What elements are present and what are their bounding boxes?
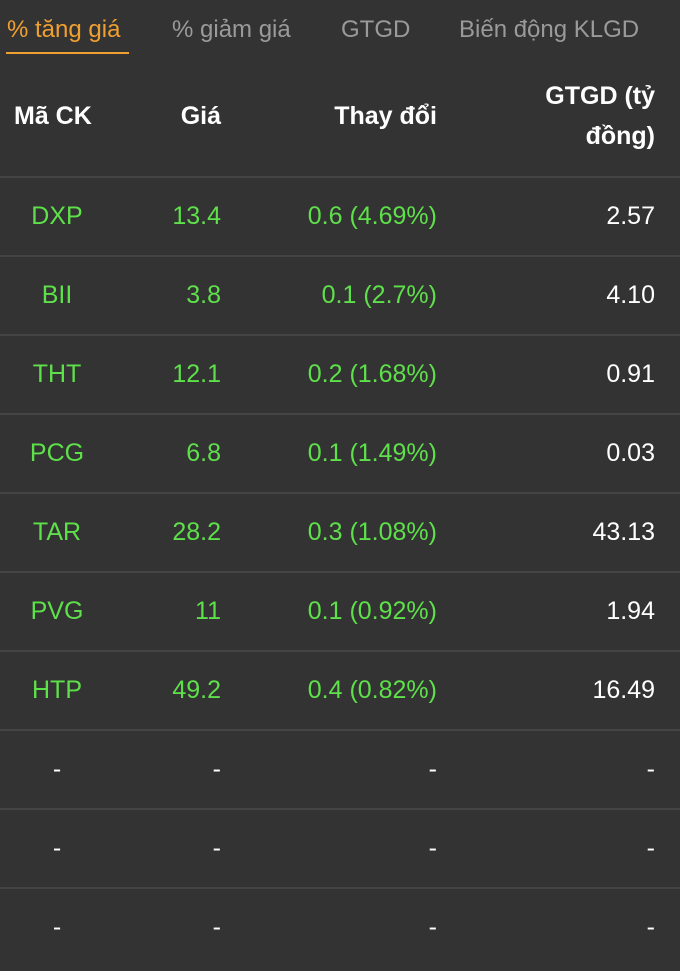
cell-change: 0.6 (4.69%) <box>307 202 437 230</box>
cell-symbol[interactable]: HTP <box>32 676 82 704</box>
cell-symbol[interactable]: - <box>52 913 62 941</box>
cell-symbol[interactable]: - <box>52 755 62 783</box>
tab-bien-dong-klgd[interactable]: Biến động KLGD <box>459 16 640 43</box>
table-row[interactable]: BII 3.8 0.1 (2.7%) 4.10 <box>0 255 680 336</box>
table-row[interactable]: HTP 49.2 0.4 (0.82%) 16.49 <box>0 650 680 731</box>
cell-price: 28.2 <box>172 518 221 546</box>
cell-value: - <box>646 755 655 783</box>
cell-price: 12.1 <box>172 360 221 388</box>
table-row[interactable]: ---- <box>0 887 680 968</box>
table-row[interactable]: TAR 28.2 0.3 (1.08%) 43.13 <box>0 492 680 573</box>
cell-price: 11 <box>195 597 221 625</box>
cell-price: 49.2 <box>172 676 221 704</box>
tab-bar: % tăng giá % giảm giá GTGD Biến động KLG… <box>0 0 680 62</box>
cell-change: 0.4 (0.82%) <box>307 676 437 704</box>
tab-tang-gia[interactable]: % tăng giá <box>7 16 121 43</box>
cell-symbol[interactable]: TAR <box>32 518 82 546</box>
cell-symbol[interactable]: PVG <box>30 597 84 625</box>
cell-change: 0.1 (2.7%) <box>321 281 437 309</box>
header-gia: Giá <box>180 102 221 130</box>
table-row[interactable]: ---- <box>0 808 680 889</box>
cell-price: 13.4 <box>172 202 221 230</box>
cell-change: 0.1 (0.92%) <box>307 597 437 625</box>
cell-change: - <box>428 755 437 783</box>
table-row[interactable]: DXP 13.4 0.6 (4.69%) 2.57 <box>0 176 680 257</box>
cell-price: - <box>212 834 221 862</box>
table-row[interactable]: PCG 6.8 0.1 (1.49%) 0.03 <box>0 413 680 494</box>
cell-value: 16.49 <box>592 676 655 704</box>
cell-change: - <box>428 913 437 941</box>
cell-value: 0.91 <box>606 360 655 388</box>
header-ma-ck: Mã CK <box>14 102 92 130</box>
table-row[interactable]: THT 12.1 0.2 (1.68%) 0.91 <box>0 334 680 415</box>
header-gtgd-line1: GTGD (tỷ <box>545 82 655 110</box>
table-header: Mã CK Giá Thay đổi GTGD (tỷ đồng) <box>0 75 680 176</box>
cell-symbol[interactable]: DXP <box>31 202 83 230</box>
cell-value: 0.03 <box>606 439 655 467</box>
cell-change: - <box>428 834 437 862</box>
cell-price: 6.8 <box>186 439 221 467</box>
active-tab-indicator <box>6 52 129 54</box>
cell-symbol[interactable]: BII <box>41 281 73 309</box>
cell-symbol[interactable]: - <box>52 834 62 862</box>
cell-symbol[interactable]: THT <box>32 360 82 388</box>
header-thay-doi: Thay đổi <box>334 102 437 130</box>
table-row[interactable]: ---- <box>0 729 680 810</box>
header-gtgd-line2: đồng) <box>585 122 655 150</box>
cell-value: 1.94 <box>606 597 655 625</box>
cell-symbol[interactable]: PCG <box>29 439 85 467</box>
cell-price: - <box>212 755 221 783</box>
cell-change: 0.1 (1.49%) <box>307 439 437 467</box>
cell-price: - <box>212 913 221 941</box>
tab-gtgd[interactable]: GTGD <box>341 16 411 43</box>
cell-change: 0.3 (1.08%) <box>307 518 437 546</box>
cell-value: 2.57 <box>606 202 655 230</box>
cell-value: 4.10 <box>606 281 655 309</box>
cell-value: - <box>646 913 655 941</box>
table-row[interactable]: PVG 11 0.1 (0.92%) 1.94 <box>0 571 680 652</box>
cell-value: - <box>646 834 655 862</box>
cell-change: 0.2 (1.68%) <box>307 360 437 388</box>
cell-price: 3.8 <box>186 281 221 309</box>
cell-value: 43.13 <box>592 518 655 546</box>
tab-giam-gia[interactable]: % giảm giá <box>172 16 291 43</box>
